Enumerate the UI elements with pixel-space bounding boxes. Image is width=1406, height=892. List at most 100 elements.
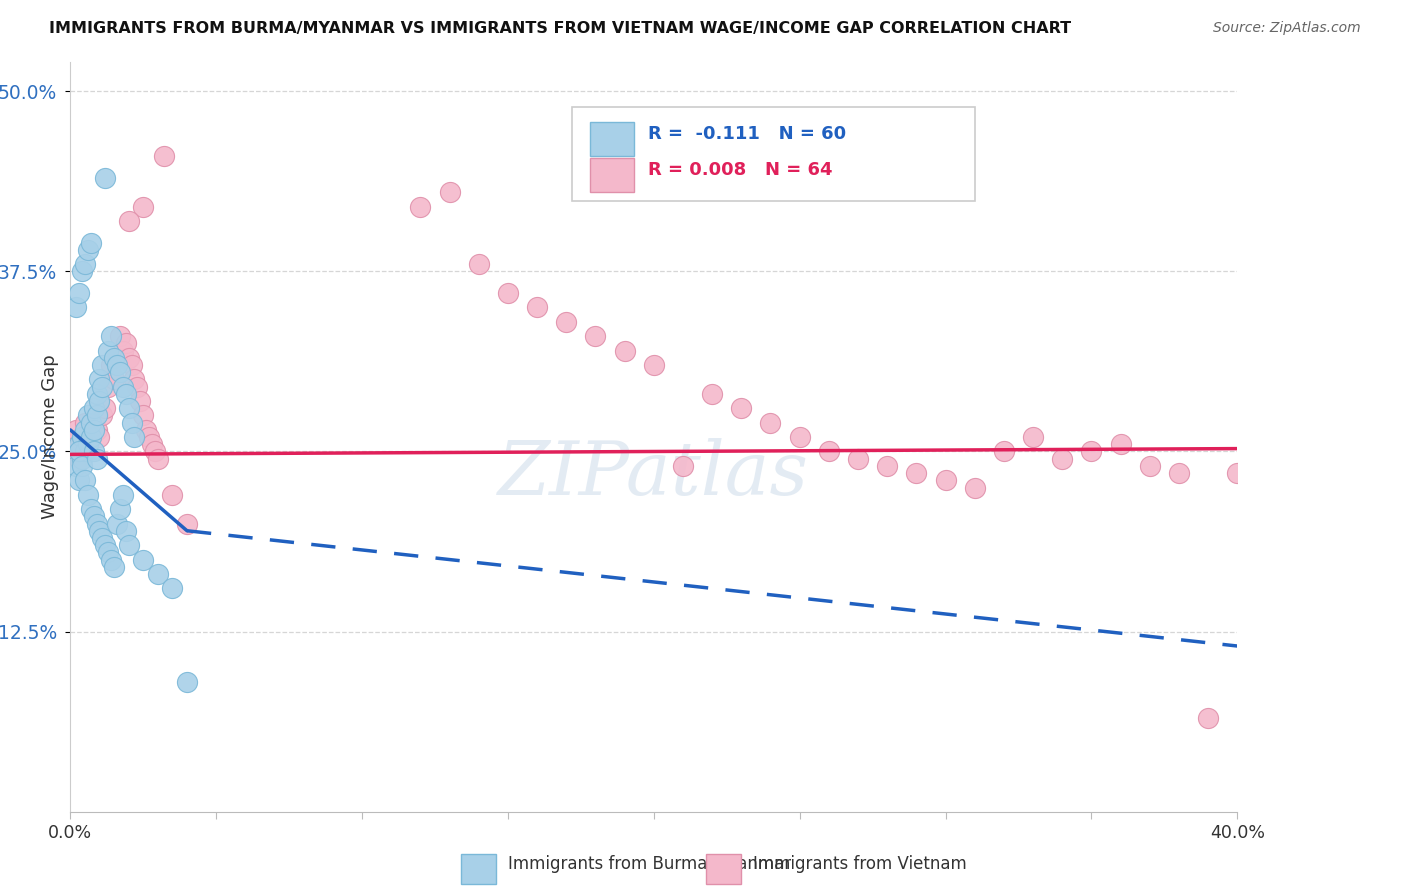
Point — [114, 387, 136, 401]
Point — [124, 372, 146, 386]
Text: R =  -0.111   N = 60: R = -0.111 N = 60 — [648, 125, 846, 143]
Point — [100, 358, 122, 372]
Point — [993, 444, 1015, 458]
Point — [70, 458, 93, 473]
Point — [91, 379, 114, 393]
Point — [118, 538, 141, 552]
Point — [132, 200, 155, 214]
Point — [111, 488, 134, 502]
Point — [80, 235, 103, 250]
Point — [118, 351, 141, 365]
Point — [94, 538, 117, 552]
Point — [162, 582, 184, 596]
Text: Source: ZipAtlas.com: Source: ZipAtlas.com — [1213, 21, 1361, 35]
Point — [65, 301, 87, 315]
Point — [613, 343, 636, 358]
Point — [114, 524, 136, 538]
Point — [127, 379, 149, 393]
Point — [105, 351, 128, 365]
Point — [83, 416, 105, 430]
Point — [65, 423, 87, 437]
Point — [111, 379, 134, 393]
Point — [67, 444, 90, 458]
Point — [1226, 466, 1249, 480]
Point — [118, 214, 141, 228]
Point — [526, 301, 548, 315]
Point — [89, 430, 111, 444]
Point — [86, 387, 108, 401]
Point — [86, 451, 108, 466]
Point — [91, 358, 114, 372]
Point — [86, 409, 108, 423]
Point — [1167, 466, 1189, 480]
Point — [108, 329, 131, 343]
Point — [73, 416, 96, 430]
Point — [789, 430, 811, 444]
Point — [67, 451, 90, 466]
Point — [80, 430, 103, 444]
Point — [111, 343, 134, 358]
Point — [100, 552, 122, 566]
Text: Immigrants from Burma/Myanmar: Immigrants from Burma/Myanmar — [508, 855, 792, 873]
Text: ZIPatlas: ZIPatlas — [498, 438, 810, 511]
Point — [83, 401, 105, 416]
Point — [108, 365, 131, 379]
Point — [143, 444, 166, 458]
Point — [76, 409, 98, 423]
Point — [439, 185, 461, 199]
Point — [67, 473, 90, 487]
Bar — [589, 121, 634, 156]
Point — [108, 502, 131, 516]
Point — [105, 358, 128, 372]
Text: R = 0.008   N = 64: R = 0.008 N = 64 — [648, 161, 832, 178]
Point — [132, 409, 155, 423]
Text: Immigrants from Vietnam: Immigrants from Vietnam — [754, 855, 967, 873]
Point — [76, 437, 98, 451]
Point — [103, 559, 125, 574]
Point — [162, 488, 184, 502]
Point — [97, 343, 120, 358]
Point — [818, 444, 841, 458]
Point — [129, 394, 152, 409]
FancyBboxPatch shape — [572, 107, 974, 201]
Point — [89, 524, 111, 538]
Point — [80, 416, 103, 430]
Point — [67, 437, 90, 451]
Point — [141, 437, 163, 451]
Point — [105, 516, 128, 531]
Point — [83, 423, 105, 437]
Point — [76, 488, 98, 502]
Point — [846, 451, 869, 466]
Y-axis label: Wage/Income Gap: Wage/Income Gap — [41, 355, 59, 519]
Bar — [461, 855, 496, 884]
Point — [1080, 444, 1102, 458]
Point — [121, 358, 143, 372]
Point — [672, 458, 695, 473]
Point — [409, 200, 432, 214]
Point — [152, 149, 174, 163]
Point — [73, 423, 96, 437]
Point — [176, 516, 198, 531]
Point — [132, 552, 155, 566]
Point — [1197, 711, 1219, 725]
Point — [94, 401, 117, 416]
Point — [643, 358, 665, 372]
Point — [94, 170, 117, 185]
Point — [70, 451, 93, 466]
Point — [62, 437, 84, 451]
Point — [124, 430, 146, 444]
Point — [1109, 437, 1132, 451]
Bar — [589, 158, 634, 192]
Point — [97, 545, 120, 559]
Point — [468, 257, 491, 271]
Point — [80, 502, 103, 516]
Point — [86, 423, 108, 437]
Point — [91, 531, 114, 545]
Point — [89, 372, 111, 386]
Point — [100, 329, 122, 343]
Point — [759, 416, 782, 430]
Point — [934, 473, 956, 487]
Point — [963, 481, 986, 495]
Point — [176, 675, 198, 690]
Point — [1022, 430, 1045, 444]
